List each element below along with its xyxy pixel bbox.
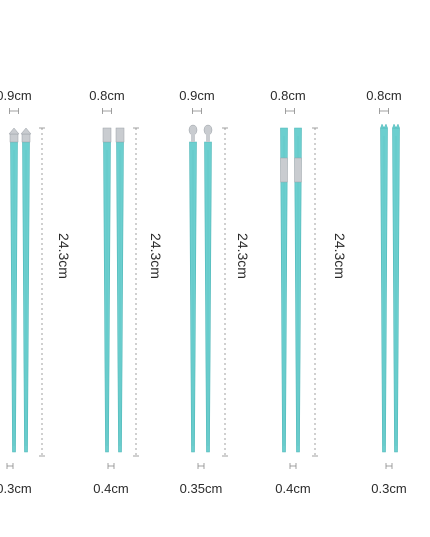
crown-5-right <box>392 123 400 129</box>
spoon-head-3-right <box>203 124 213 136</box>
length-label-4: 24.3cm <box>332 233 348 279</box>
top-width-label-3: 0.9cm <box>179 88 215 103</box>
metal-neck-3-left <box>191 134 195 142</box>
top-width-label-2: 0.8cm <box>89 88 125 103</box>
flower-head-1-right <box>20 127 32 135</box>
crown-5-left <box>380 123 388 129</box>
length-label-2: 24.3cm <box>148 233 164 279</box>
spoon-head-3-left <box>188 124 198 136</box>
metal-cap-2-right <box>115 127 125 143</box>
metal-cap-1-left <box>9 133 19 143</box>
flower-head-1-left <box>8 127 20 135</box>
length-label-1: 24.3cm <box>56 233 72 279</box>
metal-ring-4-left <box>280 157 288 183</box>
top-width-label-4: 0.8cm <box>270 88 306 103</box>
metal-cap-1-right <box>21 133 31 143</box>
length-label-3: 24.3cm <box>235 233 251 279</box>
tip-width-label-2: 0.4cm <box>93 481 129 496</box>
metal-cap-2-left <box>102 127 112 143</box>
tip-width-label-3: 0.35cm <box>179 481 223 496</box>
metal-ring-4-right <box>294 157 302 183</box>
metal-neck-3-right <box>206 134 210 142</box>
tip-width-label-1: 0.3cm <box>0 481 32 496</box>
tip-width-label-4: 0.4cm <box>275 481 311 496</box>
top-width-label-5: 0.8cm <box>366 88 402 103</box>
tip-width-label-5: 0.3cm <box>371 481 407 496</box>
top-width-label-1: 0.9cm <box>0 88 32 103</box>
